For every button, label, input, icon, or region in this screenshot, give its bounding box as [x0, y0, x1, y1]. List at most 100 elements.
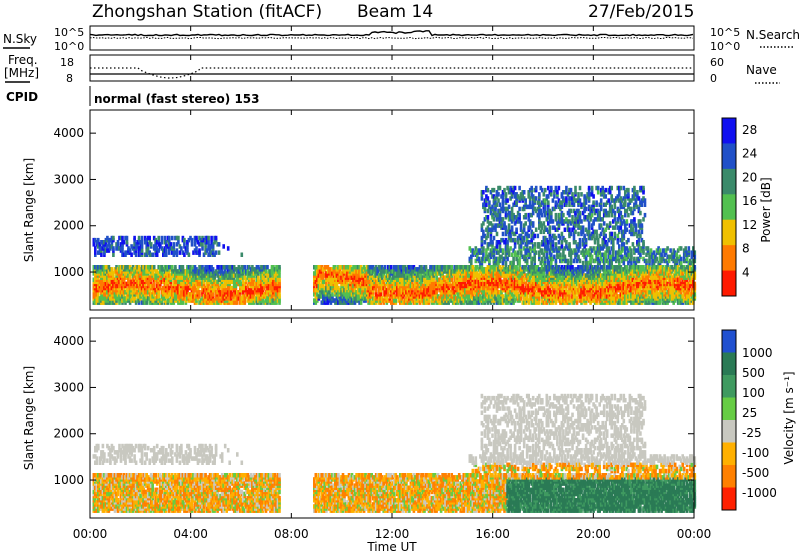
power-cell	[515, 215, 518, 220]
power-cell	[482, 294, 485, 299]
power-cell	[181, 300, 185, 305]
power-cell	[542, 192, 546, 197]
power-cell	[519, 281, 523, 287]
power-cell	[513, 231, 517, 237]
power-cell	[313, 298, 316, 303]
power-cell	[177, 269, 180, 274]
power-cell	[547, 208, 550, 214]
power-cell	[128, 283, 132, 289]
power-cell	[448, 269, 452, 274]
power-cell	[115, 290, 118, 295]
power-cell	[495, 231, 499, 237]
power-cell	[426, 283, 429, 289]
power-cell	[548, 260, 552, 266]
power-cell	[504, 252, 508, 257]
power-cell	[531, 221, 535, 226]
power-cell	[430, 287, 434, 293]
power-cell	[548, 240, 552, 245]
power-cell	[465, 265, 469, 270]
power-cell	[550, 265, 553, 270]
power-cell	[148, 287, 151, 293]
power-cell	[421, 275, 425, 280]
power-cell	[528, 196, 532, 201]
power-cell	[131, 283, 135, 289]
power-cell	[541, 240, 544, 245]
power-cell	[204, 294, 207, 299]
power-cell	[343, 277, 346, 282]
power-cell	[494, 290, 497, 295]
power-cell	[492, 217, 496, 222]
power-cell	[565, 190, 568, 195]
power-cell	[450, 277, 453, 282]
power-cell	[442, 283, 446, 289]
power-cell	[237, 290, 241, 295]
power-cell	[516, 217, 520, 222]
power-cell	[524, 212, 527, 218]
power-cell	[199, 242, 203, 247]
power-cell	[382, 298, 385, 303]
power-cell	[355, 290, 358, 295]
power-cell	[317, 265, 321, 270]
power-cell	[510, 192, 514, 197]
power-cell	[450, 294, 453, 299]
power-cell	[536, 206, 540, 212]
power-cell	[509, 237, 512, 243]
power-cell	[344, 283, 348, 289]
power-cell	[130, 267, 133, 272]
power-cell	[169, 290, 173, 295]
power-cell	[121, 281, 124, 287]
power-cell	[275, 265, 278, 270]
power-cell	[109, 277, 112, 282]
power-cell	[115, 246, 118, 251]
power-cell	[534, 196, 538, 201]
power-cell	[199, 298, 203, 303]
power-cell	[451, 269, 455, 274]
power-cell	[538, 283, 541, 289]
power-cell	[482, 202, 485, 207]
power-cell	[100, 246, 103, 251]
power-cell	[314, 265, 318, 270]
power-cell	[539, 208, 543, 214]
power-cell	[500, 290, 503, 295]
power-cell	[320, 300, 324, 305]
power-cell	[509, 265, 512, 270]
power-cell	[201, 279, 204, 285]
power-cell	[515, 292, 518, 297]
power-cell	[368, 269, 372, 274]
power-cell	[528, 246, 532, 251]
power-cell	[480, 190, 484, 195]
power-cell	[242, 265, 245, 270]
power-cell	[491, 246, 494, 251]
power-cell	[148, 240, 151, 245]
power-cell	[426, 290, 429, 295]
power-cell	[391, 296, 395, 301]
power-cell	[101, 265, 105, 270]
power-cell	[524, 265, 527, 270]
power-cell	[518, 256, 521, 262]
power-cell	[553, 233, 556, 239]
power-cell	[400, 281, 404, 287]
power-cell	[522, 215, 526, 220]
power-cell	[134, 252, 138, 257]
power-cell	[220, 285, 224, 291]
power-cell	[118, 269, 121, 274]
power-cell	[531, 271, 535, 276]
power-cell	[500, 279, 503, 285]
power-cell	[276, 298, 280, 303]
power-cell	[137, 252, 141, 257]
power-cell	[340, 300, 343, 305]
power-cell	[485, 248, 488, 253]
power-cell	[528, 187, 532, 193]
power-cell	[237, 265, 241, 270]
power-cell	[214, 269, 218, 274]
power-cell	[512, 256, 515, 262]
power-cell	[228, 279, 231, 285]
power-cell	[545, 273, 549, 278]
power-cell	[548, 271, 552, 276]
power-cell	[536, 200, 540, 205]
power-cell	[506, 185, 509, 191]
power-cell	[187, 292, 191, 297]
power-cell	[461, 265, 464, 270]
power-cell	[210, 250, 213, 255]
power-cell	[97, 265, 100, 270]
